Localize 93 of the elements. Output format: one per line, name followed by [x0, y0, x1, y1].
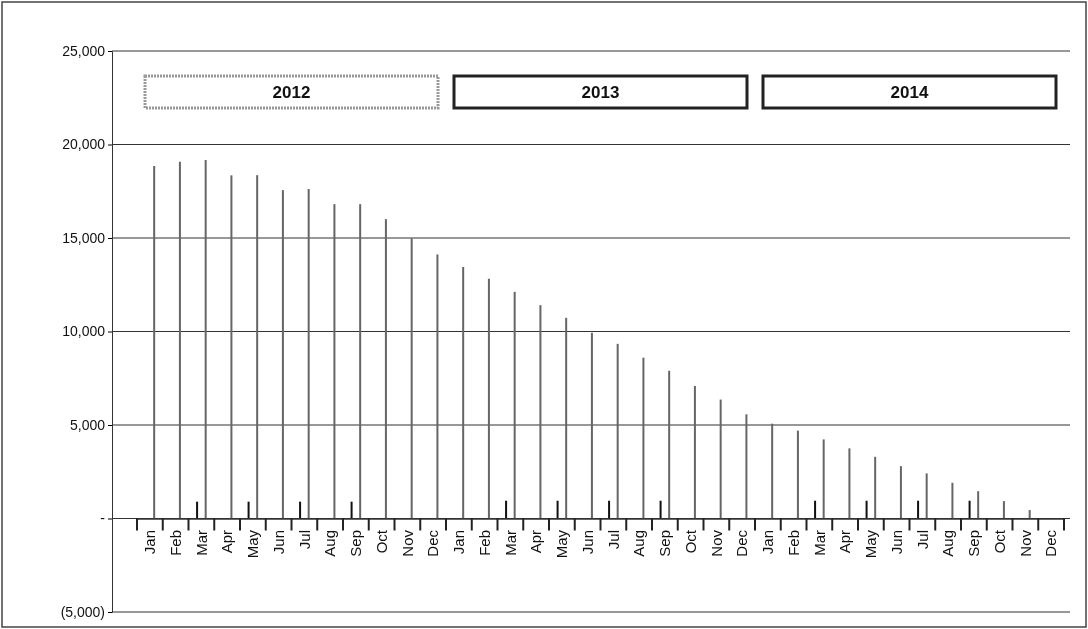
bar: [307, 189, 310, 519]
bar: [848, 448, 851, 519]
x-tick-label: Dec: [733, 529, 751, 557]
bar: [256, 175, 259, 519]
x-tick-label: Sep: [656, 530, 674, 557]
x-tick-label: Nov: [707, 529, 725, 557]
x-tick-label: Oct: [681, 529, 699, 554]
x-tick-label: Feb: [784, 530, 802, 556]
x-tick-label: Sep: [347, 530, 365, 557]
x-tick-label: Jul: [295, 530, 313, 550]
bar: [487, 278, 490, 519]
bar: [230, 175, 233, 519]
bar: [505, 500, 508, 519]
bar: [513, 291, 516, 519]
bar: [350, 501, 353, 519]
bar: [281, 190, 284, 519]
y-tick-label: 25,000: [62, 42, 106, 59]
bar: [642, 357, 645, 519]
bar: [556, 500, 559, 519]
bar: [299, 501, 302, 519]
bar: [436, 254, 439, 519]
x-tick-label: May: [862, 529, 880, 559]
bar: [968, 500, 971, 519]
bar: [925, 473, 928, 519]
y-tick-label: (5,000): [60, 603, 105, 620]
x-tick-label: Jan: [759, 530, 777, 555]
bar: [333, 204, 336, 519]
bar: [359, 204, 362, 519]
bar: [899, 466, 902, 519]
bar: [874, 456, 877, 519]
x-tick-label: May: [553, 529, 571, 559]
annotation: 2012: [272, 83, 311, 102]
bar: [608, 500, 611, 519]
bar: [204, 160, 207, 519]
annotation: 2013: [581, 83, 620, 102]
bar: [977, 491, 980, 519]
x-tick-label: Apr: [836, 530, 854, 554]
bar: [462, 266, 465, 519]
x-tick-label: Jul: [604, 530, 622, 550]
bar: [590, 332, 593, 519]
x-tick-label: Dec: [1042, 529, 1060, 557]
x-tick-label: Apr: [527, 530, 545, 554]
bar: [1002, 501, 1005, 519]
bar: [1028, 510, 1031, 519]
x-tick-label: Oct: [990, 529, 1008, 554]
x-tick-label: Jul: [913, 530, 931, 550]
y-tick-label: 15,000: [62, 229, 106, 246]
bar: [384, 219, 387, 519]
y-tick-label: 10,000: [62, 323, 106, 340]
bar: [410, 238, 413, 519]
x-tick-label: May: [244, 529, 262, 559]
bar: [693, 385, 696, 519]
bar: [745, 414, 748, 519]
x-tick-label: Mar: [501, 530, 519, 556]
bar: [814, 500, 817, 519]
bar: [153, 166, 156, 519]
x-tick-label: Feb: [475, 530, 493, 556]
x-tick-label: Nov: [398, 529, 416, 557]
bar: [951, 482, 954, 519]
x-tick-label: Oct: [372, 529, 390, 554]
y-tick-label: 20,000: [62, 136, 106, 153]
x-tick-label: Aug: [630, 530, 648, 557]
bar: [796, 430, 799, 519]
x-tick-label: Apr: [218, 530, 236, 554]
x-tick-label: Sep: [965, 530, 983, 557]
x-tick-label: Jun: [887, 530, 905, 555]
bar: [178, 161, 181, 519]
bar: [865, 500, 868, 519]
x-tick-label: Aug: [939, 530, 957, 557]
x-tick-label: Jun: [578, 530, 596, 555]
x-tick-label: Mar: [810, 530, 828, 556]
bar: [771, 423, 774, 519]
y-tick-label: -: [100, 510, 106, 527]
x-tick-label: Jan: [450, 530, 468, 555]
bar: [196, 501, 199, 519]
bar: [719, 399, 722, 519]
x-tick-label: Mar: [192, 530, 210, 556]
x-tick-label: Jan: [141, 530, 159, 555]
x-tick-label: Feb: [166, 530, 184, 556]
annotation: 2014: [890, 83, 929, 102]
bar: [565, 317, 568, 519]
bar: [822, 439, 825, 519]
x-tick-label: Jun: [269, 530, 287, 555]
bar: [659, 500, 662, 519]
x-tick-label: Aug: [321, 530, 339, 557]
x-tick-label: Dec: [424, 529, 442, 557]
bar: [539, 305, 542, 519]
bar: [247, 501, 250, 519]
bar: [668, 370, 671, 519]
bar: [917, 500, 920, 519]
bar: [616, 343, 619, 519]
x-tick-label: Nov: [1016, 529, 1034, 557]
y-tick-label: 5,000: [69, 416, 106, 433]
